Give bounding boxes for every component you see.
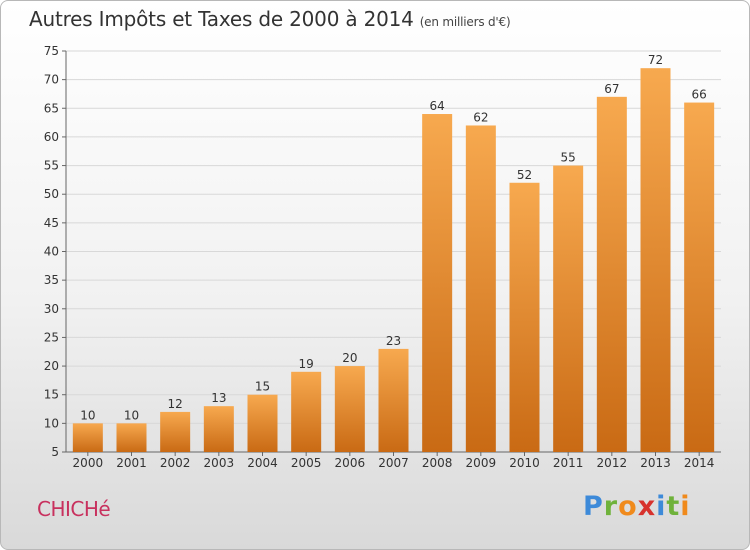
data-label: 62 <box>473 110 488 124</box>
bar-2006 <box>334 366 365 452</box>
data-label: 15 <box>255 380 270 394</box>
x-tick-label: 2005 <box>291 456 322 470</box>
bar-2005 <box>291 371 322 452</box>
x-tick-label: 2012 <box>597 456 628 470</box>
data-label: 72 <box>648 53 663 67</box>
y-tick-label: 65 <box>44 101 59 115</box>
y-tick-label: 40 <box>44 245 59 259</box>
bar-2003 <box>203 406 234 452</box>
y-tick-label: 30 <box>44 302 59 316</box>
commune-name: CHICHé <box>37 497 111 521</box>
x-tick-label: 2009 <box>466 456 497 470</box>
labels: 5 10 15 20 25 30 35 40 45 50 55 60 65 70 75 2000 10 2001 1… <box>44 44 715 470</box>
x-tick-label: 2001 <box>116 456 147 470</box>
bar-2013 <box>640 68 671 452</box>
data-label: 12 <box>168 397 183 411</box>
bars <box>72 68 715 453</box>
data-label: 23 <box>386 334 401 348</box>
bar-2004 <box>247 394 278 452</box>
chart-unit: (en milliers d'€) <box>419 15 511 29</box>
bar-2009 <box>465 125 496 452</box>
proxiti-logo: Proxiti <box>583 491 691 522</box>
x-tick-label: 2000 <box>73 456 104 470</box>
bar-2014 <box>684 102 715 453</box>
bar-2012 <box>596 96 627 452</box>
x-tick-label: 2004 <box>247 456 278 470</box>
data-label: 10 <box>124 408 139 422</box>
y-tick-label: 10 <box>44 416 59 430</box>
y-tick-label: 20 <box>44 359 59 373</box>
chart-title-text: Autres Impôts et Taxes de 2000 à 2014 <box>29 7 414 31</box>
y-tick-label: 75 <box>44 44 59 58</box>
y-tick-label: 55 <box>44 159 59 173</box>
bar-2007 <box>378 348 409 452</box>
data-label: 13 <box>211 391 226 405</box>
data-label: 20 <box>342 351 357 365</box>
data-label: 67 <box>604 82 619 96</box>
x-tick-label: 2013 <box>640 456 671 470</box>
logo-letter: t <box>666 491 681 522</box>
x-tick-label: 2002 <box>160 456 191 470</box>
bar-2008 <box>422 114 453 452</box>
x-tick-label: 2007 <box>378 456 409 470</box>
bar-2000 <box>72 423 103 452</box>
x-tick-label: 2003 <box>204 456 235 470</box>
y-tick-label: 70 <box>44 73 59 87</box>
y-tick-label: 35 <box>44 273 59 287</box>
y-tick-label: 45 <box>44 216 59 230</box>
logo-letter: o <box>618 491 638 522</box>
x-tick-label: 2010 <box>509 456 540 470</box>
y-tick-label: 5 <box>51 445 59 459</box>
y-tick-label: 15 <box>44 388 59 402</box>
x-tick-label: 2014 <box>684 456 715 470</box>
x-tick-label: 2008 <box>422 456 453 470</box>
bar-2001 <box>116 423 147 452</box>
logo-letter: P <box>583 491 604 522</box>
x-tick-label: 2006 <box>335 456 366 470</box>
data-label: 52 <box>517 168 532 182</box>
data-label: 55 <box>561 151 576 165</box>
y-tick-label: 60 <box>44 130 59 144</box>
chart-title: Autres Impôts et Taxes de 2000 à 2014 (en… <box>29 7 511 31</box>
y-tick-label: 50 <box>44 187 59 201</box>
bar-2010 <box>509 182 540 452</box>
x-tick-label: 2011 <box>553 456 584 470</box>
bar-2002 <box>160 411 191 452</box>
logo-letter: x <box>637 491 657 522</box>
y-tick-label: 25 <box>44 330 59 344</box>
bar-2011 <box>553 165 584 453</box>
data-label: 66 <box>692 88 707 102</box>
data-label: 19 <box>299 357 314 371</box>
data-label: 64 <box>430 99 445 113</box>
logo-letter: i <box>656 491 667 522</box>
data-label: 10 <box>80 408 95 422</box>
logo-letter: i <box>680 491 691 522</box>
logo-letter: r <box>603 491 619 522</box>
